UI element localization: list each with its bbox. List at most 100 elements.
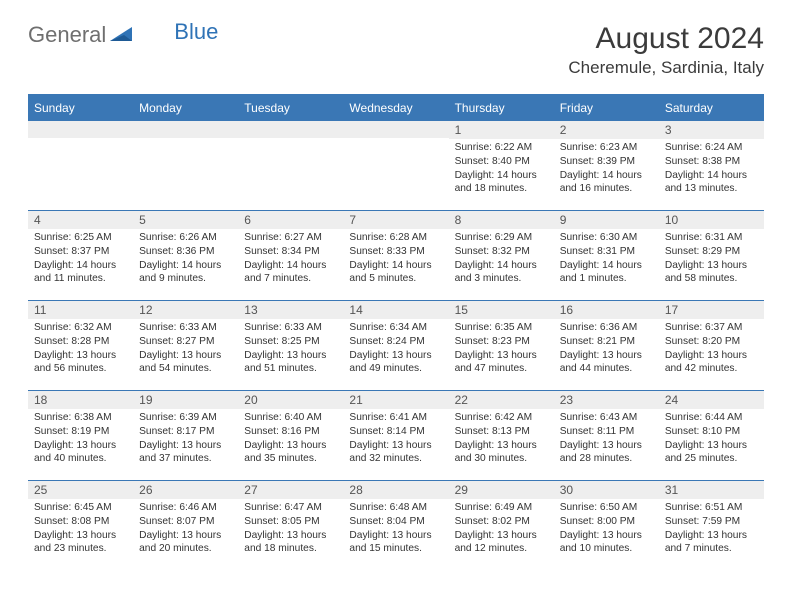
sunrise-text: Sunrise: 6:34 AM	[349, 321, 442, 335]
day-number: 6	[238, 210, 343, 229]
day-number: 4	[28, 210, 133, 229]
day-cell: 17Sunrise: 6:37 AMSunset: 8:20 PMDayligh…	[659, 300, 764, 390]
logo-triangle-icon	[110, 25, 136, 48]
day-body: Sunrise: 6:35 AMSunset: 8:23 PMDaylight:…	[449, 319, 554, 380]
day-number: 21	[343, 390, 448, 409]
day-number: 13	[238, 300, 343, 319]
sunset-text: Sunset: 8:37 PM	[34, 245, 127, 259]
day-cell: 1Sunrise: 6:22 AMSunset: 8:40 PMDaylight…	[449, 120, 554, 210]
sunrise-text: Sunrise: 6:31 AM	[665, 231, 758, 245]
day-cell: 2Sunrise: 6:23 AMSunset: 8:39 PMDaylight…	[554, 120, 659, 210]
daylight-text: Daylight: 13 hours and 7 minutes.	[665, 529, 758, 557]
day-body	[133, 138, 238, 144]
day-body: Sunrise: 6:40 AMSunset: 8:16 PMDaylight:…	[238, 409, 343, 470]
day-body: Sunrise: 6:27 AMSunset: 8:34 PMDaylight:…	[238, 229, 343, 290]
daylight-text: Daylight: 13 hours and 44 minutes.	[560, 349, 653, 377]
sunrise-text: Sunrise: 6:26 AM	[139, 231, 232, 245]
sunset-text: Sunset: 8:08 PM	[34, 515, 127, 529]
daylight-text: Daylight: 13 hours and 23 minutes.	[34, 529, 127, 557]
day-body: Sunrise: 6:39 AMSunset: 8:17 PMDaylight:…	[133, 409, 238, 470]
day-cell: 23Sunrise: 6:43 AMSunset: 8:11 PMDayligh…	[554, 390, 659, 480]
daylight-text: Daylight: 14 hours and 1 minutes.	[560, 259, 653, 287]
day-cell: 31Sunrise: 6:51 AMSunset: 7:59 PMDayligh…	[659, 480, 764, 570]
sunrise-text: Sunrise: 6:33 AM	[244, 321, 337, 335]
sunset-text: Sunset: 8:19 PM	[34, 425, 127, 439]
sunrise-text: Sunrise: 6:50 AM	[560, 501, 653, 515]
daylight-text: Daylight: 14 hours and 18 minutes.	[455, 169, 548, 197]
day-body: Sunrise: 6:48 AMSunset: 8:04 PMDaylight:…	[343, 499, 448, 560]
day-number: 18	[28, 390, 133, 409]
day-body: Sunrise: 6:23 AMSunset: 8:39 PMDaylight:…	[554, 139, 659, 200]
day-number	[133, 120, 238, 138]
day-body: Sunrise: 6:22 AMSunset: 8:40 PMDaylight:…	[449, 139, 554, 200]
sunset-text: Sunset: 8:04 PM	[349, 515, 442, 529]
daylight-text: Daylight: 14 hours and 9 minutes.	[139, 259, 232, 287]
daylight-text: Daylight: 13 hours and 49 minutes.	[349, 349, 442, 377]
day-body: Sunrise: 6:28 AMSunset: 8:33 PMDaylight:…	[343, 229, 448, 290]
daylight-text: Daylight: 13 hours and 30 minutes.	[455, 439, 548, 467]
sunrise-text: Sunrise: 6:42 AM	[455, 411, 548, 425]
day-body	[28, 138, 133, 144]
daylight-text: Daylight: 13 hours and 10 minutes.	[560, 529, 653, 557]
day-number: 25	[28, 480, 133, 499]
header-row: Sunday Monday Tuesday Wednesday Thursday…	[28, 96, 764, 120]
day-number: 20	[238, 390, 343, 409]
week-row: 25Sunrise: 6:45 AMSunset: 8:08 PMDayligh…	[28, 480, 764, 570]
sunset-text: Sunset: 8:13 PM	[455, 425, 548, 439]
logo-text-blue: Blue	[174, 19, 218, 45]
daylight-text: Daylight: 13 hours and 28 minutes.	[560, 439, 653, 467]
daylight-text: Daylight: 13 hours and 18 minutes.	[244, 529, 337, 557]
sunrise-text: Sunrise: 6:28 AM	[349, 231, 442, 245]
day-cell: 27Sunrise: 6:47 AMSunset: 8:05 PMDayligh…	[238, 480, 343, 570]
day-cell: 15Sunrise: 6:35 AMSunset: 8:23 PMDayligh…	[449, 300, 554, 390]
sunset-text: Sunset: 8:02 PM	[455, 515, 548, 529]
sunrise-text: Sunrise: 6:27 AM	[244, 231, 337, 245]
day-number: 8	[449, 210, 554, 229]
col-wednesday: Wednesday	[343, 96, 448, 120]
day-body: Sunrise: 6:41 AMSunset: 8:14 PMDaylight:…	[343, 409, 448, 470]
sunset-text: Sunset: 8:16 PM	[244, 425, 337, 439]
day-cell: 28Sunrise: 6:48 AMSunset: 8:04 PMDayligh…	[343, 480, 448, 570]
day-number: 22	[449, 390, 554, 409]
logo: General Blue	[28, 22, 218, 48]
sunset-text: Sunset: 8:20 PM	[665, 335, 758, 349]
sunset-text: Sunset: 8:17 PM	[139, 425, 232, 439]
sunrise-text: Sunrise: 6:47 AM	[244, 501, 337, 515]
daylight-text: Daylight: 13 hours and 32 minutes.	[349, 439, 442, 467]
day-number	[343, 120, 448, 138]
week-row: 1Sunrise: 6:22 AMSunset: 8:40 PMDaylight…	[28, 120, 764, 210]
sunset-text: Sunset: 8:40 PM	[455, 155, 548, 169]
day-body: Sunrise: 6:47 AMSunset: 8:05 PMDaylight:…	[238, 499, 343, 560]
sunrise-text: Sunrise: 6:40 AM	[244, 411, 337, 425]
daylight-text: Daylight: 13 hours and 40 minutes.	[34, 439, 127, 467]
day-number: 30	[554, 480, 659, 499]
sunset-text: Sunset: 8:38 PM	[665, 155, 758, 169]
sunrise-text: Sunrise: 6:46 AM	[139, 501, 232, 515]
sunset-text: Sunset: 8:31 PM	[560, 245, 653, 259]
sunset-text: Sunset: 8:29 PM	[665, 245, 758, 259]
col-thursday: Thursday	[449, 96, 554, 120]
day-body: Sunrise: 6:33 AMSunset: 8:25 PMDaylight:…	[238, 319, 343, 380]
day-cell: 14Sunrise: 6:34 AMSunset: 8:24 PMDayligh…	[343, 300, 448, 390]
sunrise-text: Sunrise: 6:36 AM	[560, 321, 653, 335]
location: Cheremule, Sardinia, Italy	[568, 58, 764, 78]
sunrise-text: Sunrise: 6:22 AM	[455, 141, 548, 155]
sunrise-text: Sunrise: 6:49 AM	[455, 501, 548, 515]
day-body: Sunrise: 6:51 AMSunset: 7:59 PMDaylight:…	[659, 499, 764, 560]
month-title: August 2024	[568, 22, 764, 56]
daylight-text: Daylight: 13 hours and 25 minutes.	[665, 439, 758, 467]
sunrise-text: Sunrise: 6:38 AM	[34, 411, 127, 425]
sunset-text: Sunset: 8:07 PM	[139, 515, 232, 529]
daylight-text: Daylight: 14 hours and 16 minutes.	[560, 169, 653, 197]
col-tuesday: Tuesday	[238, 96, 343, 120]
day-cell: 6Sunrise: 6:27 AMSunset: 8:34 PMDaylight…	[238, 210, 343, 300]
day-number: 15	[449, 300, 554, 319]
day-body	[343, 138, 448, 144]
daylight-text: Daylight: 13 hours and 47 minutes.	[455, 349, 548, 377]
day-body: Sunrise: 6:36 AMSunset: 8:21 PMDaylight:…	[554, 319, 659, 380]
day-cell: 20Sunrise: 6:40 AMSunset: 8:16 PMDayligh…	[238, 390, 343, 480]
day-body: Sunrise: 6:49 AMSunset: 8:02 PMDaylight:…	[449, 499, 554, 560]
sunrise-text: Sunrise: 6:29 AM	[455, 231, 548, 245]
day-number: 9	[554, 210, 659, 229]
day-body: Sunrise: 6:42 AMSunset: 8:13 PMDaylight:…	[449, 409, 554, 470]
